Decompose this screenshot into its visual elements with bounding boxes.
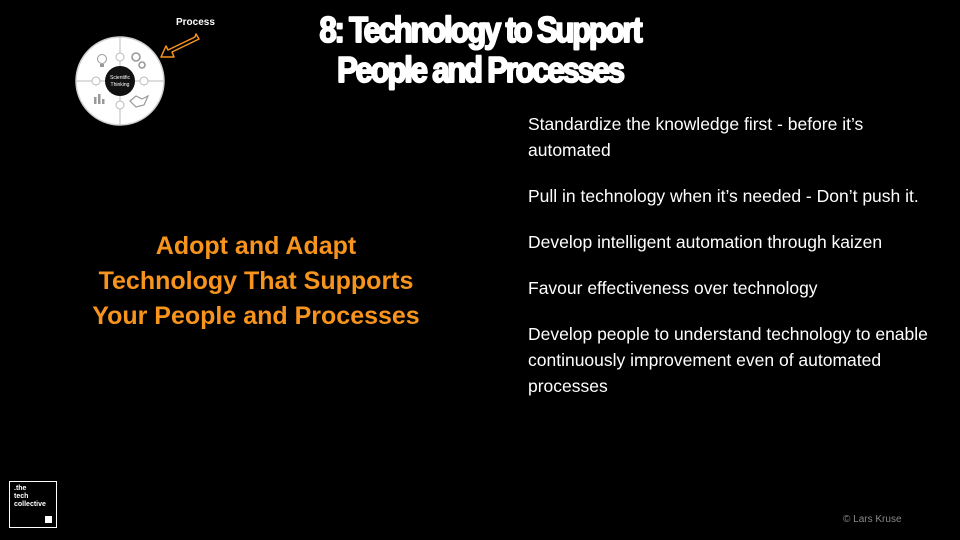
slide-title-line-1: 8: Technology to Support xyxy=(319,9,644,51)
slide-title: 8: Technology to Support People and Proc… xyxy=(265,9,695,91)
arrow-icon xyxy=(160,33,200,58)
logo-square-icon xyxy=(45,516,52,523)
slide-title-line-2: People and Processes xyxy=(336,49,625,91)
bullet-item: Develop intelligent automation through k… xyxy=(528,232,883,252)
copyright-notice: © Lars Kruse xyxy=(843,514,902,525)
headline-line-3: Your People and Processes xyxy=(92,302,420,330)
gears-icon xyxy=(131,52,146,69)
wheel-center-line-2: Thinking xyxy=(111,82,130,88)
bar-chart-icon xyxy=(94,94,105,104)
lightbulb-icon xyxy=(97,54,107,67)
bullet-item: Pull in technology when it’s needed - Do… xyxy=(528,186,919,206)
bullet-item: Develop people to understand technology … xyxy=(528,324,928,396)
process-label: Process xyxy=(176,17,215,28)
logo-text: .the tech collective xyxy=(14,485,46,508)
scientific-thinking-wheel: Scientific Thinking xyxy=(75,36,165,126)
headline: Adopt and Adapt Technology That Supports… xyxy=(40,229,472,334)
tech-collective-logo: .the tech collective xyxy=(9,481,57,528)
bullet-list: Standardize the knowledge first - before… xyxy=(528,111,928,419)
wheel-center-line-1: Scientific xyxy=(110,75,131,81)
bullet-item: Favour effectiveness over technology xyxy=(528,278,818,298)
handshake-icon xyxy=(129,94,150,108)
headline-line-2: Technology That Supports xyxy=(98,267,414,295)
headline-line-1: Adopt and Adapt xyxy=(155,232,357,260)
bullet-item: Standardize the knowledge first - before… xyxy=(528,114,864,160)
